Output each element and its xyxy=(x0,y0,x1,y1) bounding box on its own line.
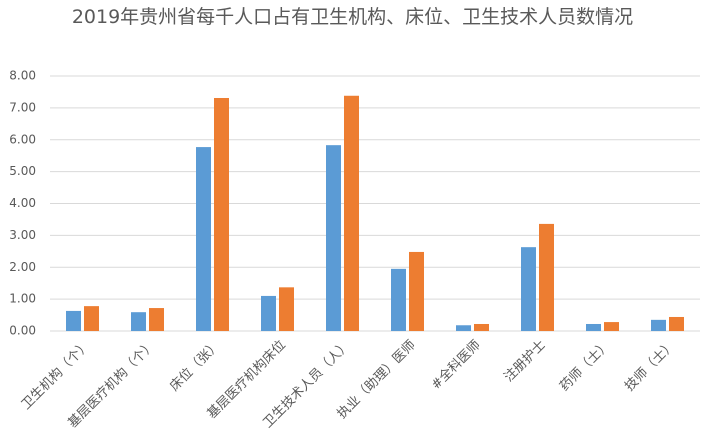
x-tick-label: 药师（士） xyxy=(557,338,614,395)
x-tick-label: 注册护士 xyxy=(501,338,548,385)
bar xyxy=(651,319,666,331)
bar xyxy=(84,306,99,331)
y-tick-label: 6.00 xyxy=(9,132,36,146)
bar xyxy=(149,308,164,331)
bar xyxy=(539,223,554,331)
x-tick-label: 床位（张） xyxy=(167,338,224,395)
y-tick-label: 1.00 xyxy=(9,292,36,306)
x-tick-label: 卫生机构（个） xyxy=(19,338,94,413)
bar xyxy=(521,247,536,331)
bar xyxy=(409,251,424,331)
bar xyxy=(669,316,684,331)
chart-title: 2019年贵州省每千人口占有卫生机构、床位、卫生技术人员数情况 xyxy=(71,6,634,28)
y-tick-label: 5.00 xyxy=(9,164,36,178)
x-tick-label: #全科医师 xyxy=(428,337,484,393)
bar xyxy=(279,287,294,331)
y-tick-label: 3.00 xyxy=(9,228,36,242)
bar xyxy=(326,145,341,331)
y-tick-label: 8.00 xyxy=(9,69,36,83)
y-tick-label: 0.00 xyxy=(9,324,36,338)
bar xyxy=(261,295,276,331)
bar xyxy=(474,323,489,331)
bar xyxy=(66,310,81,331)
bar xyxy=(214,97,229,332)
bar xyxy=(604,322,619,331)
y-tick-label: 4.00 xyxy=(9,196,36,210)
bar xyxy=(586,323,601,331)
x-tick-label: 技师（士） xyxy=(622,338,679,395)
bar xyxy=(391,268,406,331)
bar xyxy=(131,312,146,331)
bar xyxy=(344,95,359,331)
y-tick-label: 2.00 xyxy=(9,260,36,274)
bar xyxy=(196,147,211,331)
y-tick-label: 7.00 xyxy=(9,100,36,114)
bar xyxy=(456,325,471,331)
